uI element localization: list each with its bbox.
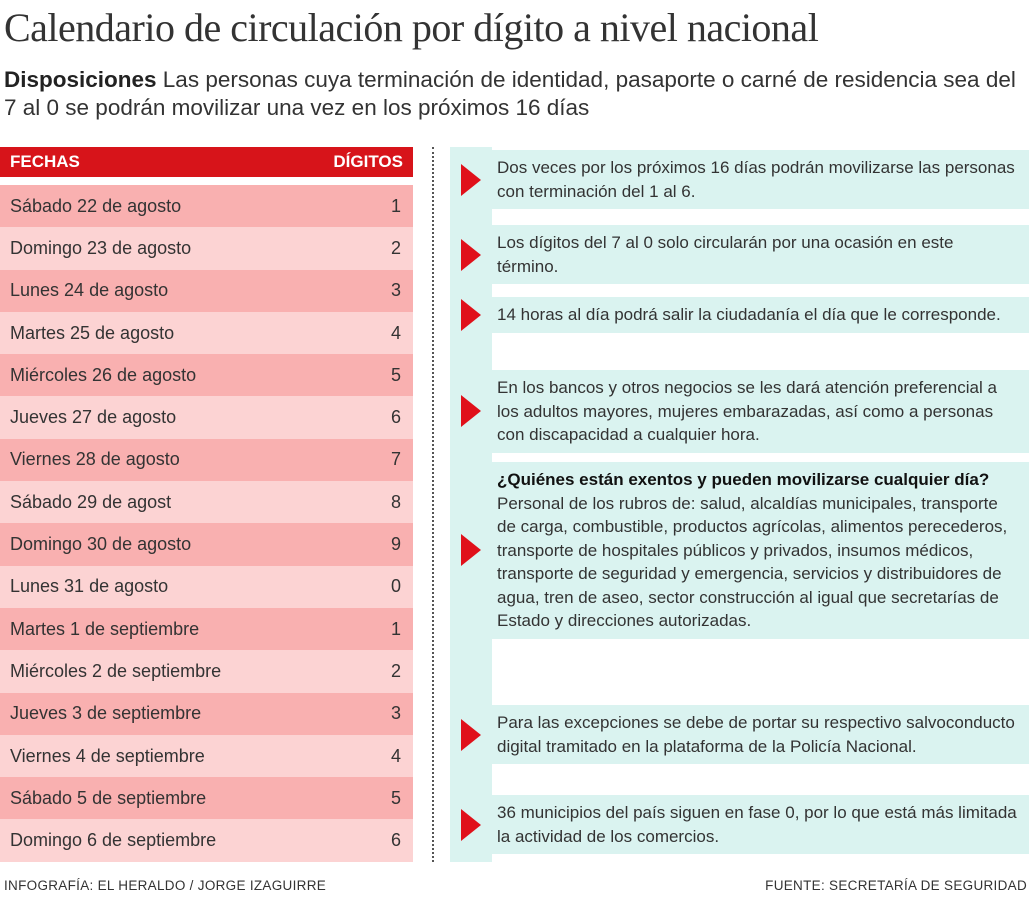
disposition-item: Para las excepciones se debe de portar s… bbox=[450, 705, 1029, 764]
item-text: 14 horas al día podrá salir la ciudadaní… bbox=[497, 305, 1001, 324]
item-text-block: En los bancos y otros negocios se les da… bbox=[492, 370, 1029, 453]
arrow-cell bbox=[450, 370, 492, 453]
row-date: Jueves 3 de septiembre bbox=[10, 703, 202, 724]
row-digit: 6 bbox=[390, 407, 401, 428]
table-row: Domingo 23 de agosto 2 bbox=[0, 227, 413, 270]
row-digit: 4 bbox=[390, 322, 401, 343]
arrow-cell bbox=[450, 297, 492, 333]
item-text-block: 36 municipios del país siguen en fase 0,… bbox=[492, 795, 1029, 854]
arrow-right-icon bbox=[461, 298, 481, 331]
table-row: Domingo 6 de septiembre 6 bbox=[0, 819, 413, 862]
table-row: Lunes 31 de agosto 0 bbox=[0, 565, 413, 608]
table-row: Martes 1 de septiembre 1 bbox=[0, 607, 413, 651]
dispositions-panel: Dos veces por los próximos 16 días podrá… bbox=[450, 147, 1029, 862]
table-row: Martes 25 de agosto 4 bbox=[0, 311, 413, 355]
disposition-item: En los bancos y otros negocios se les da… bbox=[450, 370, 1029, 453]
disposition-item: 36 municipios del país siguen en fase 0,… bbox=[450, 795, 1029, 854]
row-digit: 7 bbox=[390, 449, 401, 470]
row-date: Domingo 30 de agosto bbox=[10, 534, 192, 555]
row-digit: 5 bbox=[390, 364, 401, 385]
row-date: Domingo 6 de septiembre bbox=[10, 830, 217, 851]
source: FUENTE: SECRETARÍA DE SEGURIDAD bbox=[765, 878, 1027, 893]
table-row: Viernes 4 de septiembre 4 bbox=[0, 734, 413, 778]
disposition-item: ¿Quiénes están exentos y pueden moviliza… bbox=[450, 462, 1029, 639]
row-digit: 6 bbox=[390, 830, 401, 851]
row-digit: 8 bbox=[390, 491, 401, 512]
arrow-cell bbox=[450, 462, 492, 639]
arrow-right-icon bbox=[461, 163, 481, 196]
item-text-block: 14 horas al día podrá salir la ciudadaní… bbox=[492, 297, 1029, 333]
row-date: Viernes 4 de septiembre bbox=[10, 745, 205, 766]
row-digit: 9 bbox=[390, 534, 401, 555]
row-date: Jueves 27 de agosto bbox=[10, 407, 177, 428]
item-heading: ¿Quiénes están exentos y pueden moviliza… bbox=[497, 470, 990, 489]
table-header: FECHAS DÍGITOS bbox=[0, 147, 413, 177]
table-row: Jueves 27 de agosto 6 bbox=[0, 396, 413, 439]
row-digit: 5 bbox=[390, 787, 401, 808]
row-digit: 1 bbox=[390, 195, 401, 216]
item-text-block: Para las excepciones se debe de portar s… bbox=[492, 705, 1029, 764]
row-date: Viernes 28 de agosto bbox=[10, 449, 180, 470]
item-text: 36 municipios del país siguen en fase 0,… bbox=[497, 803, 1017, 846]
item-text: Para las excepciones se debe de portar s… bbox=[497, 713, 1015, 756]
row-date: Lunes 31 de agosto bbox=[10, 576, 169, 597]
row-date: Martes 25 de agosto bbox=[10, 322, 175, 343]
arrow-cell bbox=[450, 150, 492, 209]
table-row: Lunes 24 de agosto 3 bbox=[0, 269, 413, 312]
arrow-right-icon bbox=[461, 238, 481, 271]
item-text: Personal de los rubros de: salud, alcald… bbox=[497, 493, 1008, 631]
table-row: Domingo 30 de agosto 9 bbox=[0, 523, 413, 566]
subtitle: Disposiciones Las personas cuya terminac… bbox=[4, 66, 1029, 122]
header-fechas: FECHAS bbox=[10, 152, 80, 171]
table-row: Viernes 28 de agosto 7 bbox=[0, 438, 413, 482]
dotted-divider bbox=[432, 147, 434, 862]
table-row: Sábado 5 de septiembre 5 bbox=[0, 777, 413, 820]
arrow-right-icon bbox=[461, 718, 481, 751]
arrow-cell bbox=[450, 705, 492, 764]
row-date: Miércoles 2 de septiembre bbox=[10, 660, 222, 681]
dates-table: FECHAS DÍGITOS Sábado 22 de agosto 1 Domin… bbox=[0, 147, 413, 862]
row-date: Miércoles 26 de agosto bbox=[10, 364, 197, 385]
arrow-right-icon bbox=[461, 534, 481, 567]
subtitle-text: Las personas cuya terminación de identid… bbox=[4, 67, 1016, 120]
item-text-block: ¿Quiénes están exentos y pueden moviliza… bbox=[492, 462, 1029, 639]
item-text: Los dígitos del 7 al 0 solo circularán p… bbox=[497, 233, 954, 276]
table-row: Jueves 3 de septiembre 3 bbox=[0, 692, 413, 735]
row-digit: 2 bbox=[390, 660, 401, 681]
header-digitos: DÍGITOS bbox=[333, 152, 403, 171]
table-row: Miércoles 2 de septiembre 2 bbox=[0, 650, 413, 693]
disposition-item: Los dígitos del 7 al 0 solo circularán p… bbox=[450, 225, 1029, 284]
arrow-right-icon bbox=[461, 808, 481, 841]
item-text: En los bancos y otros negocios se les da… bbox=[497, 378, 997, 444]
row-digit: 1 bbox=[390, 618, 401, 639]
disposition-item: Dos veces por los próximos 16 días podrá… bbox=[450, 150, 1029, 209]
row-date: Lunes 24 de agosto bbox=[10, 280, 169, 301]
row-date: Sábado 29 de agost bbox=[10, 491, 172, 512]
page-title: Calendario de circulación por dígito a n… bbox=[4, 5, 819, 50]
row-digit: 2 bbox=[390, 237, 401, 258]
table-row: Miércoles 26 de agosto 5 bbox=[0, 354, 413, 397]
row-digit: 4 bbox=[390, 745, 401, 766]
subtitle-lead: Disposiciones bbox=[4, 67, 157, 92]
row-date: Sábado 5 de septiembre bbox=[10, 787, 207, 808]
row-date: Martes 1 de septiembre bbox=[10, 618, 200, 639]
table-row: Sábado 29 de agost 8 bbox=[0, 481, 413, 524]
table-row: Sábado 22 de agosto 1 bbox=[0, 185, 413, 228]
credit: INFOGRAFÍA: EL HERALDO / JORGE IZAGUIRRE bbox=[4, 878, 327, 893]
disposition-item: 14 horas al día podrá salir la ciudadaní… bbox=[450, 297, 1029, 333]
row-digit: 3 bbox=[390, 280, 401, 301]
item-text: Dos veces por los próximos 16 días podrá… bbox=[497, 158, 1015, 201]
arrow-cell bbox=[450, 795, 492, 854]
row-date: Sábado 22 de agosto bbox=[10, 195, 182, 216]
item-text-block: Dos veces por los próximos 16 días podrá… bbox=[492, 150, 1029, 209]
arrow-right-icon bbox=[461, 395, 481, 428]
row-date: Domingo 23 de agosto bbox=[10, 237, 192, 258]
arrow-cell bbox=[450, 225, 492, 284]
row-digit: 0 bbox=[390, 576, 401, 597]
row-digit: 3 bbox=[390, 703, 401, 724]
item-text-block: Los dígitos del 7 al 0 solo circularán p… bbox=[492, 225, 1029, 284]
